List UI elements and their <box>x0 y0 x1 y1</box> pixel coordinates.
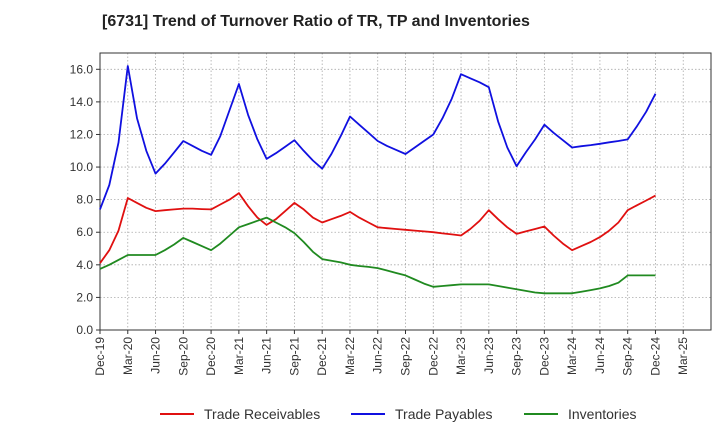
x-tick-label: Jun-22 <box>371 337 385 374</box>
x-tick-label: Dec-22 <box>426 337 440 376</box>
x-tick-label: Mar-22 <box>343 337 357 375</box>
x-tick-label: Dec-24 <box>648 337 662 376</box>
series-line-inventories <box>99 216 656 295</box>
x-tick-label: Dec-21 <box>315 337 329 376</box>
x-tick-label: Dec-20 <box>204 337 218 376</box>
chart-title: [6731] Trend of Turnover Ratio of TR, TP… <box>102 13 530 30</box>
legend-label-trade-payables: Trade Payables <box>395 406 493 422</box>
y-axis: 0.0 2.0 4.0 6.0 8.0 10.0 12.0 14.0 16.0 <box>70 62 100 337</box>
x-tick-label: Dec-23 <box>537 337 551 376</box>
grid-lines <box>100 53 711 331</box>
x-tick-label: Jun-23 <box>482 337 496 374</box>
series-line-trade-payables <box>99 65 657 210</box>
x-tick-label: Sep-23 <box>510 337 524 376</box>
y-tick-label: 8.0 <box>76 193 93 207</box>
y-tick-label: 6.0 <box>76 225 93 239</box>
x-tick-label: Mar-20 <box>121 337 135 375</box>
x-tick-label: Mar-23 <box>454 337 468 375</box>
legend-label-trade-receivables: Trade Receivables <box>204 406 320 422</box>
y-tick-label: 12.0 <box>70 127 94 141</box>
x-axis: Dec-19 Mar-20 Jun-20 Sep-20 Dec-20 Mar-21 Jun-… <box>93 330 690 376</box>
y-tick-label: 2.0 <box>76 290 93 304</box>
series-line-trade-receivables <box>99 192 656 264</box>
x-tick-label: Jun-21 <box>260 337 274 374</box>
y-tick-label: 0.0 <box>76 323 93 337</box>
legend: Trade Receivables Trade Payables Inventori… <box>160 406 636 422</box>
series-lines <box>99 65 657 295</box>
legend-label-inventories: Inventories <box>568 406 636 422</box>
x-tick-label: Sep-24 <box>621 337 635 376</box>
x-tick-label: Sep-21 <box>287 337 301 376</box>
x-tick-label: Mar-24 <box>565 337 579 375</box>
y-tick-label: 10.0 <box>70 160 94 174</box>
x-tick-label: Mar-25 <box>676 337 690 375</box>
x-tick-label: Mar-21 <box>232 337 246 375</box>
x-tick-label: Jun-24 <box>593 337 607 374</box>
y-tick-label: 4.0 <box>76 258 93 272</box>
x-tick-label: Jun-20 <box>149 337 163 374</box>
x-tick-label: Sep-22 <box>399 337 413 376</box>
x-tick-label: Sep-20 <box>176 337 190 376</box>
y-tick-label: 16.0 <box>70 62 94 76</box>
x-tick-label: Dec-19 <box>93 337 107 376</box>
y-tick-label: 14.0 <box>70 95 94 109</box>
